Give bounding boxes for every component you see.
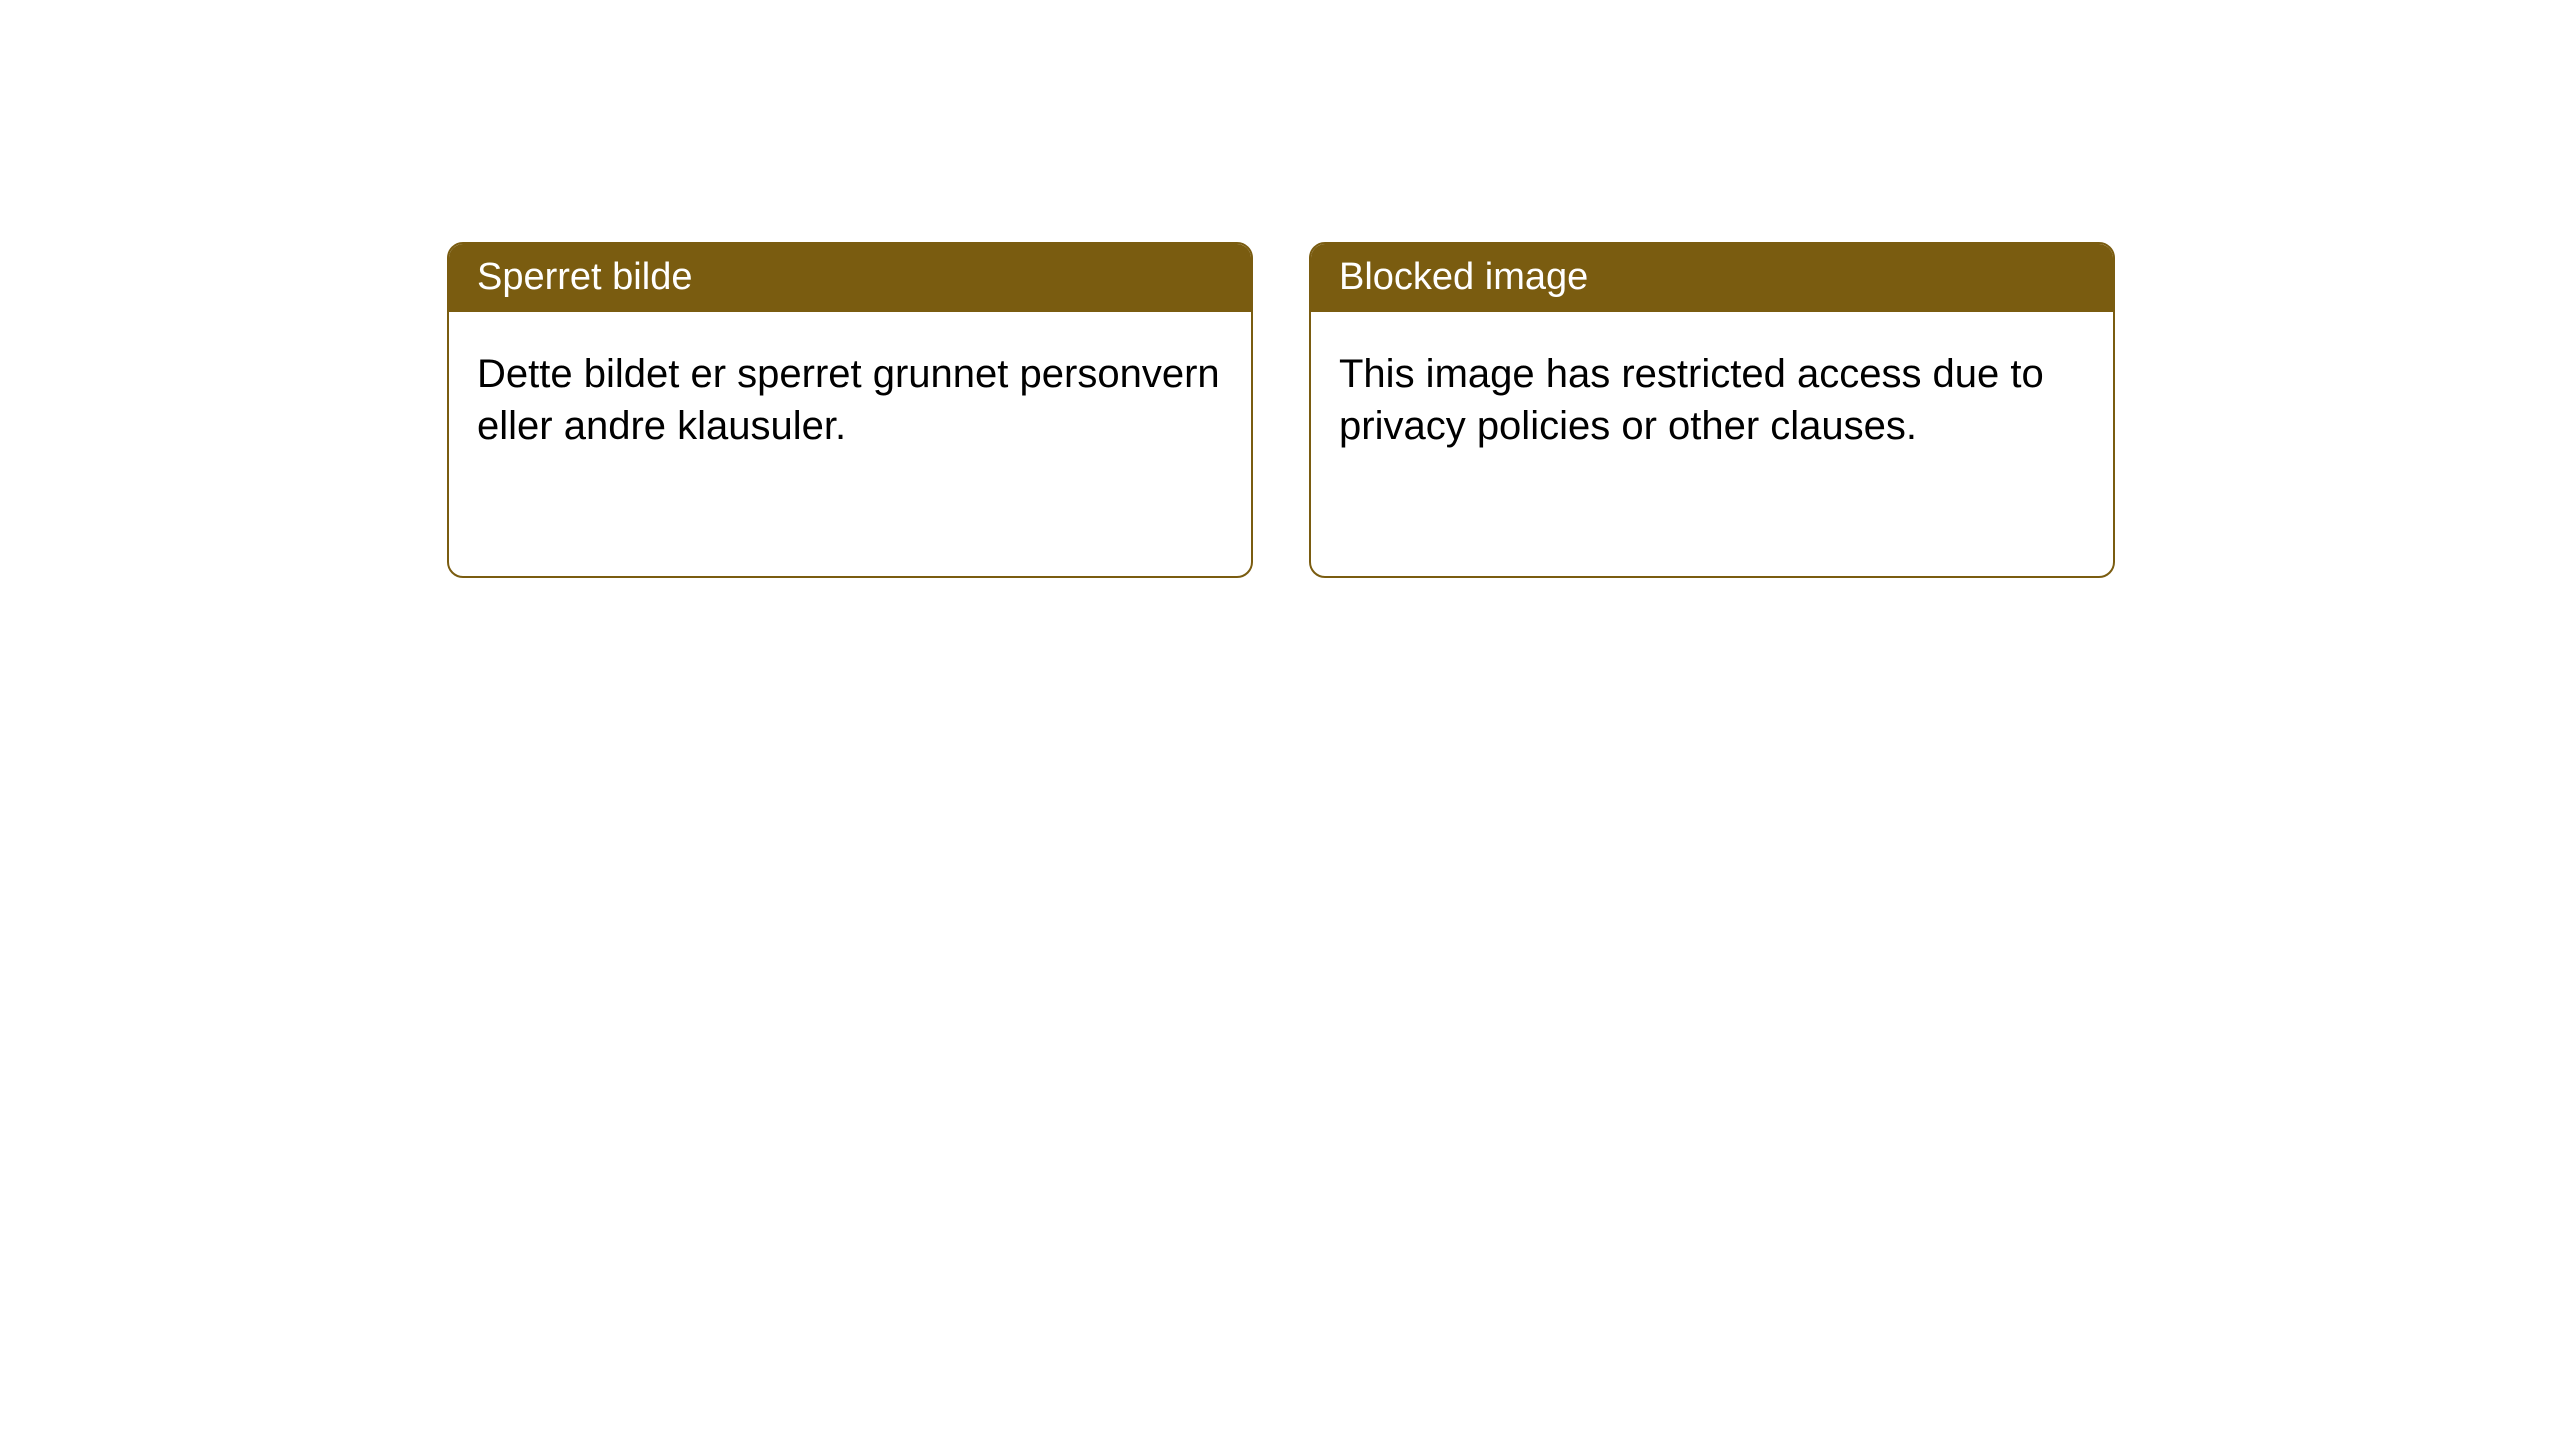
notice-card-english: Blocked image This image has restricted … — [1309, 242, 2115, 578]
notice-card-title: Sperret bilde — [449, 244, 1251, 312]
notice-card-body: Dette bildet er sperret grunnet personve… — [449, 312, 1251, 480]
notice-card-body: This image has restricted access due to … — [1311, 312, 2113, 480]
notice-card-title: Blocked image — [1311, 244, 2113, 312]
notice-card-norwegian: Sperret bilde Dette bildet er sperret gr… — [447, 242, 1253, 578]
notice-container: Sperret bilde Dette bildet er sperret gr… — [447, 242, 2115, 578]
